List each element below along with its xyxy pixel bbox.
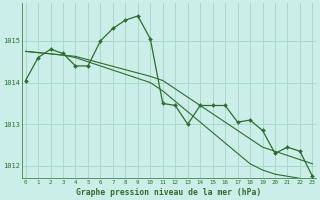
X-axis label: Graphe pression niveau de la mer (hPa): Graphe pression niveau de la mer (hPa) <box>76 188 262 197</box>
